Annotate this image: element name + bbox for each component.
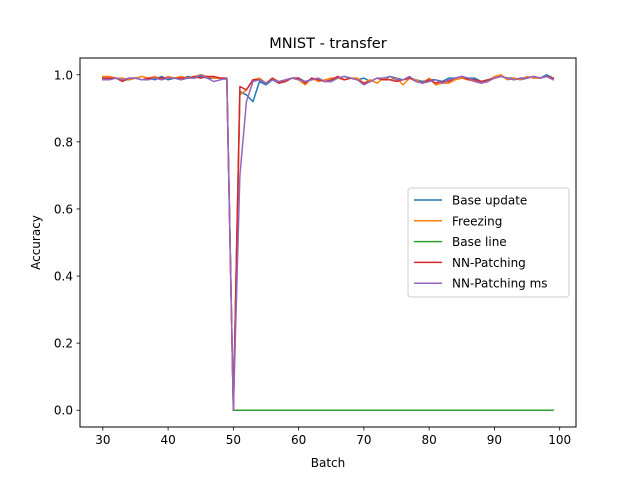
y-tick-label: 0.6 bbox=[54, 202, 73, 216]
x-axis-label: Batch bbox=[311, 456, 346, 470]
legend: Base update Freezing Base line NN-Patching N… bbox=[407, 187, 570, 298]
x-tick-label: 60 bbox=[291, 433, 306, 447]
x-tick-label: 90 bbox=[487, 433, 502, 447]
y-tick-label: 0.4 bbox=[54, 270, 73, 284]
y-tick-label: 1.0 bbox=[54, 68, 73, 82]
x-tick-label: 50 bbox=[226, 433, 241, 447]
legend-label-5: NN-Patching ms bbox=[452, 277, 548, 291]
chart-title: MNIST - transfer bbox=[269, 36, 386, 52]
tick-layer: 30 40 50 60 70 80 90 100 0.0 0.2 0.4 0.6 0.8 1.0 bbox=[54, 68, 571, 447]
series-line-4 bbox=[102, 75, 555, 411]
legend-label-4: NN-Patching bbox=[452, 256, 526, 270]
series-line-5 bbox=[102, 74, 555, 411]
plot-frame bbox=[79, 57, 577, 428]
legend-frame bbox=[407, 187, 570, 298]
x-tick-label: 70 bbox=[356, 433, 371, 447]
y-tick-label: 0.2 bbox=[54, 337, 73, 351]
legend-label-2: Freezing bbox=[452, 214, 502, 228]
y-axis-label: Accuracy bbox=[29, 215, 43, 270]
series-layer bbox=[102, 74, 555, 411]
x-tick-label: 80 bbox=[422, 433, 437, 447]
x-tick-label: 30 bbox=[95, 433, 110, 447]
x-tick-label: 40 bbox=[160, 433, 175, 447]
y-tick-label: 0.0 bbox=[54, 404, 73, 418]
legend-label-1: Base update bbox=[452, 194, 527, 208]
x-tick-label: 100 bbox=[548, 433, 571, 447]
y-tick-label: 0.8 bbox=[54, 135, 73, 149]
legend-label-3: Base line bbox=[452, 235, 507, 249]
